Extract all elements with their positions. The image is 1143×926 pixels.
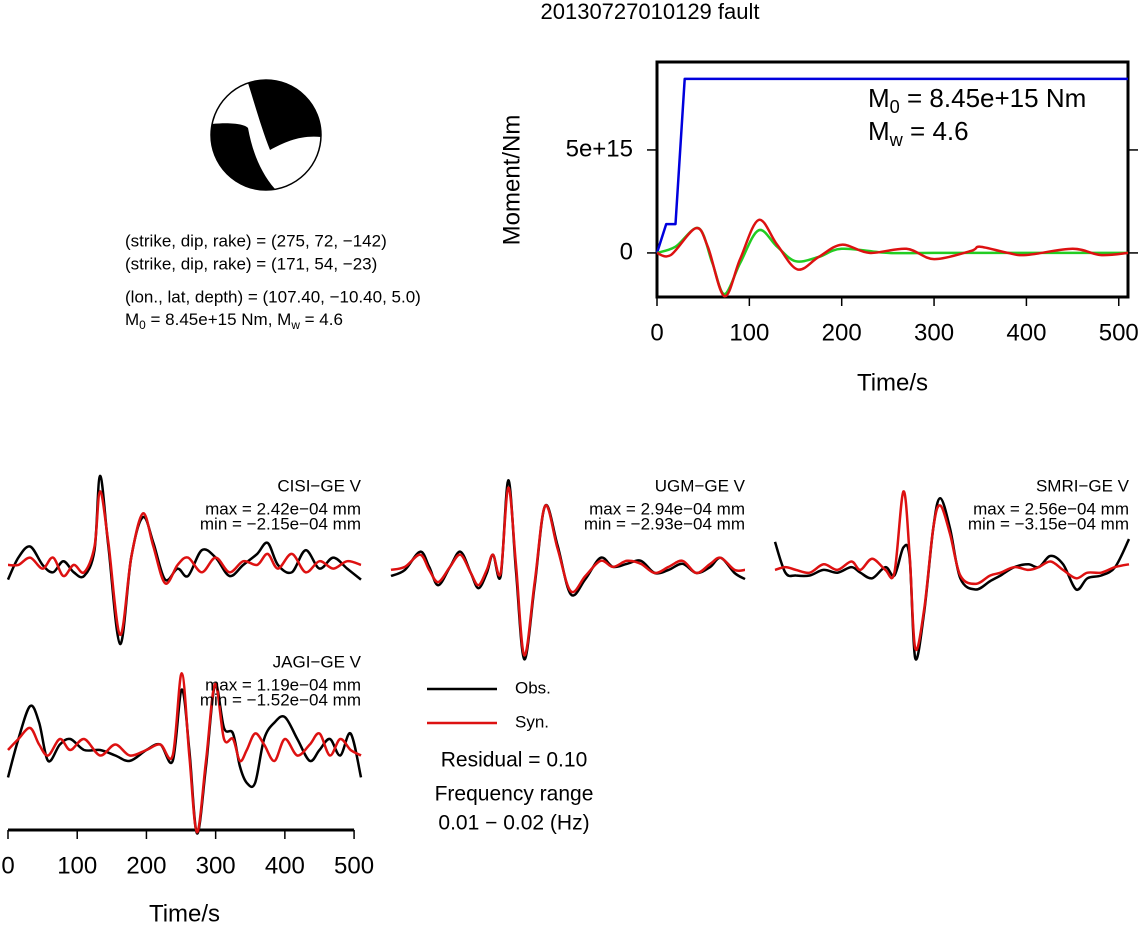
subscript: w [889,130,904,150]
x-tick-label: 300 [914,319,954,346]
series-line [655,77,1128,254]
text-part: = 8.45e+15 Nm, M [146,310,292,329]
text-part: = 8.45e+15 Nm [900,83,1086,113]
series-line [390,486,746,657]
series-line [7,671,362,834]
station-title: SMRI−GE V [1036,476,1130,495]
y-axis-label: Moment/Nm [498,115,525,246]
mechanism-text: (strike, dip, rake) = (171, 54, −23) [125,254,377,273]
frequency-range: 0.01 − 0.02 (Hz) [438,812,589,835]
amplitude-label: max = 2.56e−04 mm [973,499,1129,518]
text-part: = 4.6 [300,310,343,329]
moment-annotation: Mw = 4.6 [868,116,969,150]
amplitude-label: max = 1.19e−04 mm [205,675,361,694]
mechanism-text: (lon., lat, depth) = (107.40, −10.40, 5.… [125,287,421,306]
plot-frame [655,60,1130,299]
station-title: JAGI−GE V [273,652,362,671]
subscript: 0 [890,97,900,117]
frequency-label: Frequency range [435,783,594,806]
amplitude-label: max = 2.42e−04 mm [205,499,361,518]
x-axis-label: Time/s [149,900,220,926]
x-tick-label: 200 [126,852,166,879]
amplitude-label: min = −2.15e−04 mm [200,514,361,533]
x-tick-label: 200 [822,319,862,346]
x-tick-label: 0 [650,319,663,346]
text-part: M [868,116,890,146]
subscript: 0 [139,318,146,332]
y-tick-label: 0 [620,238,633,265]
text-part: M [125,310,139,329]
x-tick-label: 100 [57,852,97,879]
amplitude-label: max = 2.94e−04 mm [589,499,745,518]
x-tick-label: 100 [729,319,769,346]
station-title: CISI−GE V [277,476,361,495]
legend-label: Syn. [515,712,549,731]
x-tick-label: 400 [265,852,305,879]
amplitude-label: min = −1.52e−04 mm [200,690,361,709]
text-part: = 4.6 [903,116,969,146]
series-line [6,474,362,646]
series-line [7,490,362,637]
residual: Residual = 0.10 [441,749,588,772]
subscript: w [290,318,300,332]
x-tick-label: 400 [1006,319,1046,346]
legend-label: Obs. [515,678,551,697]
beachball [210,79,322,191]
x-tick-label: 0 [1,852,14,879]
station-title: UGM−GE V [655,476,746,495]
x-axis-label: Time/s [857,369,928,396]
x-tick-label: 500 [334,852,374,879]
mechanism-text: (strike, dip, rake) = (275, 72, −142) [125,231,387,250]
moment-annotation: M0 = 8.45e+15 Nm [868,83,1086,117]
x-tick-label: 300 [196,852,236,879]
amplitude-label: min = −2.93e−04 mm [584,514,745,533]
moment-text: M0 = 8.45e+15 Nm, Mw = 4.6 [125,310,343,332]
figure-title: 20130727010129 fault [541,0,760,24]
x-tick-label: 500 [1099,319,1139,346]
series-line [774,490,1130,652]
series-line [656,226,1128,296]
text-part: M [868,83,890,113]
amplitude-label: min = −3.15e−04 mm [968,514,1129,533]
y-tick-label: 5e+15 [566,135,633,162]
series-line [656,218,1129,298]
